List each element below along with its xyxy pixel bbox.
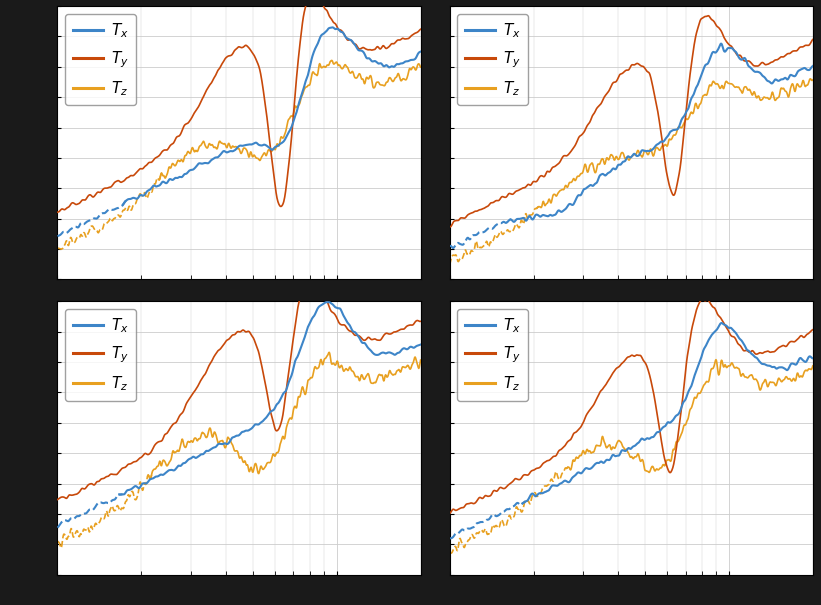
Legend: $T_x$, $T_y$, $T_z$: $T_x$, $T_y$, $T_z$ (65, 309, 136, 401)
Legend: $T_x$, $T_y$, $T_z$: $T_x$, $T_y$, $T_z$ (457, 309, 529, 401)
Legend: $T_x$, $T_y$, $T_z$: $T_x$, $T_y$, $T_z$ (65, 14, 136, 105)
Legend: $T_x$, $T_y$, $T_z$: $T_x$, $T_y$, $T_z$ (457, 14, 529, 105)
